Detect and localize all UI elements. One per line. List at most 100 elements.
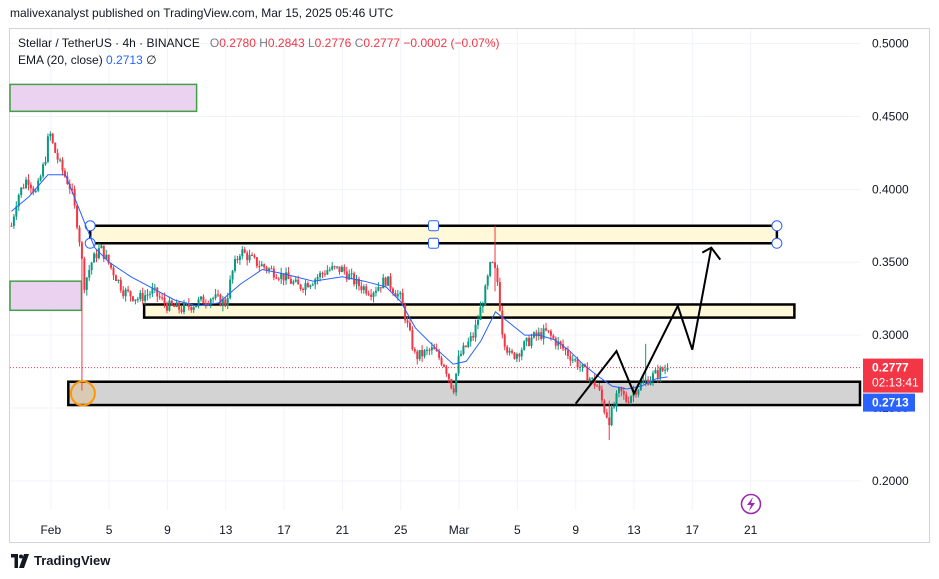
candle-body: [178, 302, 181, 310]
zone-handle[interactable]: [84, 237, 96, 249]
candle-body: [472, 336, 475, 338]
symbol-label[interactable]: Stellar / TetherUS · 4h · BINANCE: [18, 36, 200, 50]
ema-extra: ∅: [146, 53, 157, 67]
candle-body: [644, 379, 647, 382]
candle-body: [144, 295, 147, 301]
candle-body: [153, 287, 156, 289]
lightning-icon[interactable]: [740, 493, 762, 515]
highlight-circle[interactable]: [69, 380, 96, 407]
candle-body: [12, 216, 15, 226]
candle-body: [299, 284, 302, 289]
candle-body: [615, 393, 618, 407]
candle-body: [666, 367, 669, 370]
candle-body: [362, 286, 365, 291]
candle-body: [333, 266, 336, 268]
purple-zone[interactable]: [9, 83, 198, 113]
candle-body: [518, 354, 521, 357]
zone-handle[interactable]: [428, 220, 440, 232]
candle-body: [175, 302, 178, 307]
candle-body: [491, 262, 494, 264]
zones: [9, 83, 862, 407]
candle-body: [306, 283, 309, 288]
y-tick-label: 0.4000: [872, 182, 909, 196]
candle-body: [389, 276, 392, 289]
candle-body: [280, 273, 283, 279]
candle-body: [608, 417, 611, 426]
candle-body: [248, 254, 251, 261]
candle-body: [119, 279, 122, 291]
x-tick-label: 5: [106, 523, 113, 537]
candle-body: [384, 277, 387, 286]
candle-body: [486, 275, 489, 286]
candle-body: [202, 296, 205, 304]
x-tick-label: 13: [627, 523, 641, 537]
change-value: −0.0002 (−0.07%): [403, 36, 500, 50]
purple-zone[interactable]: [9, 280, 83, 312]
candle-body: [243, 249, 246, 253]
low-value: 0.2776: [314, 36, 352, 50]
candle-body: [114, 275, 117, 282]
zone-handle[interactable]: [84, 220, 96, 232]
candle-body: [236, 259, 239, 261]
tradingview-brand[interactable]: TradingView: [10, 553, 110, 568]
candle-body: [494, 262, 497, 268]
close-label: C: [354, 36, 364, 50]
candle-body: [588, 378, 591, 381]
candle-body: [348, 273, 351, 280]
candle-body: [627, 401, 630, 403]
candle-body: [467, 341, 470, 347]
candle-body: [656, 370, 659, 378]
candle-body: [377, 287, 380, 291]
candle-body: [372, 292, 375, 297]
candle-body: [246, 252, 249, 261]
x-tick-label: 9: [164, 523, 171, 537]
zone-handle[interactable]: [771, 237, 783, 249]
candle-body: [474, 324, 477, 338]
candle-body: [530, 337, 533, 346]
candle-body: [289, 279, 292, 284]
candle-body: [455, 373, 458, 393]
gray-zone[interactable]: [67, 380, 862, 407]
current-price-badge: [863, 358, 923, 393]
zone-handle[interactable]: [771, 220, 783, 232]
candle-body: [586, 366, 589, 381]
candle-body: [634, 391, 637, 395]
open-label: O: [209, 36, 220, 50]
candle-body: [581, 364, 584, 367]
candle-body: [17, 194, 20, 207]
candle-body: [287, 272, 290, 280]
candle-body: [226, 298, 229, 306]
yellow-zone[interactable]: [142, 303, 796, 319]
legend: Stellar / TetherUS · 4h · BINANCE O0.278…: [18, 35, 500, 69]
candle-body: [76, 205, 79, 228]
candle-body: [489, 262, 492, 276]
candle-body: [450, 379, 453, 389]
zone-handle[interactable]: [428, 237, 440, 249]
candle-body: [418, 349, 421, 360]
close-value: 0.2777: [363, 36, 401, 50]
candle-body: [117, 279, 120, 282]
ema-label[interactable]: EMA (20, close): [18, 53, 103, 67]
candle-body: [442, 364, 445, 367]
candle-body: [44, 161, 47, 165]
candle-body: [537, 332, 540, 337]
candle-body: [148, 293, 151, 295]
x-tick-label: Mar: [449, 523, 470, 537]
candle-body: [272, 268, 275, 278]
candle-body: [134, 299, 137, 301]
candle-body: [268, 268, 271, 271]
candle-body: [617, 387, 620, 394]
candle-body: [430, 347, 433, 351]
candle-body: [542, 328, 545, 340]
candle-body: [549, 331, 552, 336]
candle-body: [302, 288, 305, 290]
candle-body: [503, 334, 506, 347]
candle-body: [214, 294, 217, 299]
candle-body: [525, 337, 528, 342]
candle-body: [161, 297, 164, 299]
candle-body: [511, 350, 514, 353]
candle-body: [221, 299, 224, 306]
brand-label: TradingView: [34, 553, 111, 568]
